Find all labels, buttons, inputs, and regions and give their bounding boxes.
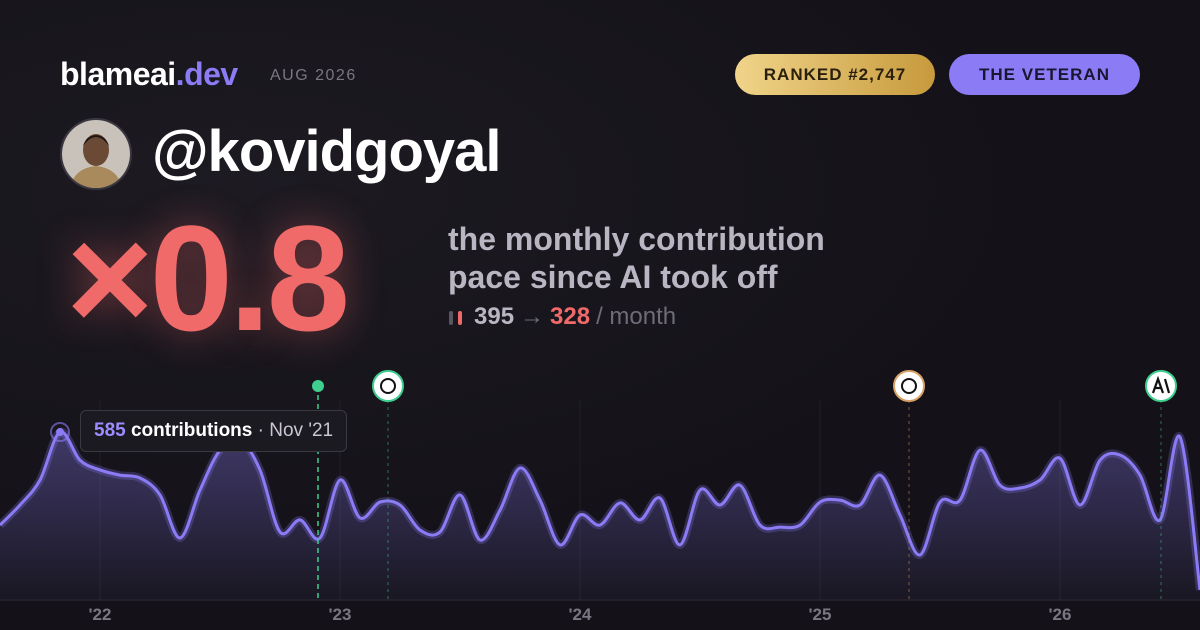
x-tick-label: '26 bbox=[1049, 605, 1072, 624]
tooltip: 585 contributions · Nov '21 bbox=[80, 410, 348, 452]
x-tick-label: '22 bbox=[89, 605, 112, 624]
line bbox=[0, 430, 1200, 591]
tooltip-value: 585 bbox=[94, 420, 126, 441]
event-icon-glyph bbox=[380, 378, 396, 394]
event-dot bbox=[312, 380, 324, 392]
description-line: the monthly contribution bbox=[448, 221, 825, 257]
avatar-image bbox=[62, 120, 130, 188]
event-icon bbox=[893, 370, 925, 402]
pace-after: 328 bbox=[550, 303, 591, 330]
pace-unit: / month bbox=[596, 303, 677, 330]
pace-before: 395 bbox=[474, 303, 515, 330]
brand-name: blameai bbox=[60, 56, 176, 92]
tooltip-date: · Nov '21 bbox=[257, 420, 334, 441]
pace-arrow: → bbox=[520, 303, 545, 330]
event-icon bbox=[372, 370, 404, 402]
x-tick-label: '24 bbox=[569, 605, 592, 624]
highlight-dot bbox=[56, 428, 64, 437]
tooltip-label: contributions bbox=[130, 420, 253, 441]
area-fill bbox=[0, 431, 1200, 600]
date: AUG 2026 bbox=[270, 67, 357, 84]
chart: '22 '23 '24 '25 '26 bbox=[0, 370, 1200, 624]
x-tick-label: '25 bbox=[809, 605, 832, 624]
event-icon-glyph bbox=[1151, 375, 1171, 394]
highlight-ring bbox=[50, 422, 70, 443]
handle: @kovidgoyal bbox=[152, 119, 502, 184]
pace-icon bbox=[449, 310, 462, 325]
avatar bbox=[60, 118, 132, 190]
x-tick-label: '23 bbox=[329, 605, 352, 624]
brand: blameai.dev bbox=[60, 56, 238, 93]
brand-suffix: .dev bbox=[175, 56, 239, 92]
description: the monthly contribution pace since AI to… bbox=[448, 220, 825, 296]
multiplier: ×0.8 bbox=[66, 194, 350, 362]
event-icon-glyph bbox=[901, 378, 917, 394]
title-badge: THE VETERAN bbox=[949, 54, 1140, 95]
rank-badge: RANKED #2,747 bbox=[735, 54, 935, 95]
description-line: pace since AI took off bbox=[448, 259, 778, 295]
pace: 395 → 328/ month bbox=[448, 303, 676, 331]
